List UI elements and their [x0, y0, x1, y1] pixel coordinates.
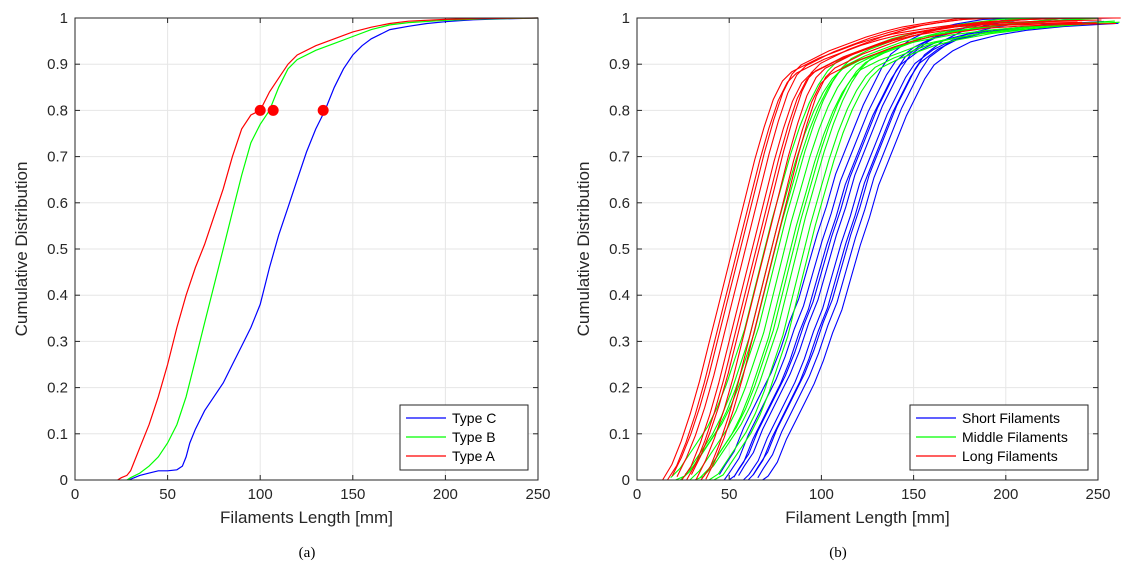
y-tick-label: 0.3 [609, 333, 630, 350]
y-axis-label: Cumulative Distribution [574, 162, 593, 337]
legend: Short Filaments Middle Filaments Long Fila… [909, 404, 1089, 471]
legend-box [399, 404, 529, 471]
y-tick-label: 1 [622, 10, 630, 27]
ticks: 0 50 100 150 200 250 0 0.1 0.2 0.3 0.4 0.5 0.6 0.7 0.8… [609, 10, 1110, 503]
series-line [700, 22, 1116, 481]
series-line [128, 17, 539, 481]
y-tick-label: 0.8 [609, 102, 630, 119]
series-line [681, 22, 1097, 481]
y-tick-label: 0.2 [47, 380, 68, 397]
x-tick-label: 0 [71, 486, 79, 503]
series-line [126, 17, 539, 481]
x-tick-label: 150 [340, 486, 365, 503]
series-lines [662, 17, 1121, 481]
series-line [747, 20, 1105, 481]
marker-point [254, 104, 266, 116]
y-tick-label: 0.3 [47, 333, 68, 350]
y-tick-label: 0.9 [609, 56, 630, 73]
x-tick-label: 200 [433, 486, 458, 503]
x-tick-label: 250 [1085, 486, 1110, 503]
marker-point [317, 104, 329, 116]
y-tick-label: 0.8 [47, 102, 68, 119]
legend-label: Type B [452, 429, 496, 445]
legend-label: Type A [452, 448, 495, 464]
x-axis-label: Filaments Length [mm] [220, 508, 393, 527]
y-tick-label: 0.1 [609, 426, 630, 443]
plot-frame [74, 17, 539, 481]
series-line [666, 21, 1083, 481]
series-lines [117, 17, 539, 481]
marker-point [267, 104, 279, 116]
y-tick-label: 0.2 [609, 380, 630, 397]
series-line [708, 20, 1115, 481]
series-line [679, 18, 1087, 481]
y-tick-label: 0 [60, 472, 68, 489]
y-tick-label: 0.7 [609, 149, 630, 166]
x-tick-label: 100 [809, 486, 834, 503]
y-tick-label: 0.5 [47, 241, 68, 258]
y-tick-label: 0.9 [47, 56, 68, 73]
chart-a: 0 50 100 150 200 250 0 0.1 0.2 0.3 0.4 0.5 0.6 0.7 0.8… [12, 10, 551, 527]
series-line [695, 17, 1112, 480]
legend-label: Long Filaments [962, 448, 1058, 464]
caption-b: (b) [829, 545, 847, 561]
y-axis-label: Cumulative Distribution [12, 162, 31, 337]
caption-a: (a) [298, 545, 316, 561]
series-line [662, 20, 1078, 481]
legend-label: Type C [452, 410, 496, 426]
legend: Type C Type B Type A [399, 404, 529, 471]
y-tick-label: 1 [60, 10, 68, 27]
x-tick-label: 0 [633, 486, 641, 503]
series-line [671, 17, 1088, 477]
x-tick-label: 50 [159, 486, 176, 503]
y-tick-label: 0.6 [609, 195, 630, 212]
series-line [694, 22, 1101, 481]
plot-frame [636, 17, 1099, 481]
legend-label: Middle Filaments [962, 429, 1068, 445]
x-tick-label: 50 [721, 486, 738, 503]
x-tick-label: 200 [993, 486, 1018, 503]
y-tick-label: 0.1 [47, 426, 68, 443]
series-line [757, 17, 1114, 479]
series-line [752, 17, 1109, 476]
series-line [705, 17, 1121, 480]
series-line [713, 21, 1120, 481]
y-tick-label: 0.7 [47, 149, 68, 166]
y-tick-label: 0.6 [47, 195, 68, 212]
series-line [690, 17, 1107, 475]
y-tick-label: 0.4 [47, 287, 68, 304]
x-tick-label: 150 [901, 486, 926, 503]
chart-b: 0 50 100 150 200 250 0 0.1 0.2 0.3 0.4 0.5 0.6 0.7 0.8… [574, 10, 1121, 527]
y-tick-label: 0.4 [609, 287, 630, 304]
x-tick-label: 100 [248, 486, 273, 503]
series-line [703, 17, 1110, 476]
x-tick-label: 250 [525, 486, 550, 503]
ticks: 0 50 100 150 200 250 0 0.1 0.2 0.3 0.4 0.5 0.6 0.7 0.8… [47, 10, 550, 503]
y-tick-label: 0.5 [609, 241, 630, 258]
series-line [762, 22, 1119, 481]
x-axis-label: Filament Length [mm] [785, 508, 949, 527]
y-tick-label: 0 [622, 472, 630, 489]
legend-label: Short Filaments [962, 410, 1060, 426]
series-line [117, 17, 539, 481]
